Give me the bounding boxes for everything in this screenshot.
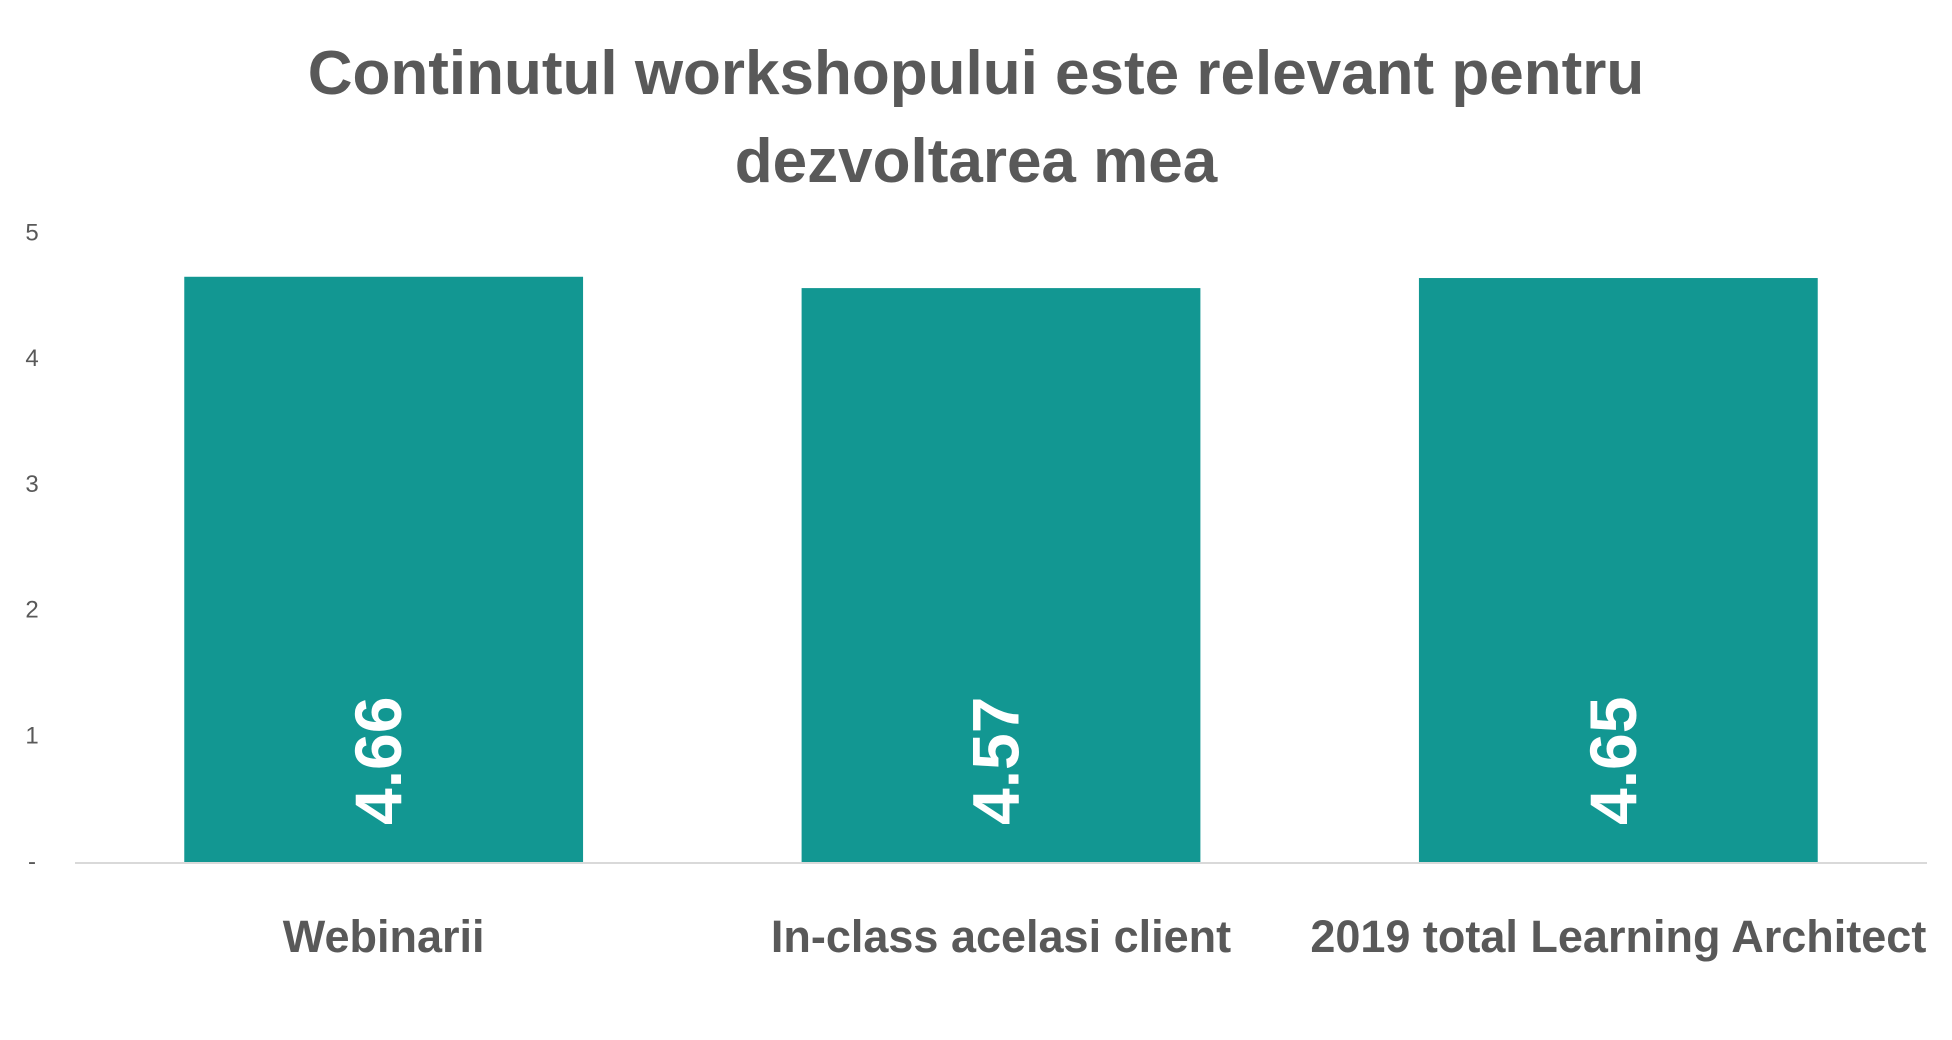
x-tick-label: 2019 total Learning Architect [1310, 911, 1927, 962]
value-label: 4.57 [958, 697, 1032, 825]
x-tick-label: In-class acelasi client [770, 911, 1232, 962]
bar [1418, 278, 1818, 863]
x-tick-label: Webinarii [282, 911, 485, 962]
chart-title: Continutul workshopului este relevant pe… [307, 39, 1645, 196]
y-tick-label: 1 [25, 723, 38, 750]
y-tick-label: 4 [25, 345, 38, 372]
value-label: 4.65 [1576, 697, 1650, 825]
bar [801, 288, 1201, 863]
y-tick-label: 5 [25, 219, 38, 246]
y-tick-label: 2 [25, 597, 38, 624]
value-label: 4.66 [341, 697, 415, 825]
y-tick-label: - [28, 848, 36, 875]
y-tick-label: 3 [25, 471, 38, 498]
bar [184, 276, 584, 864]
